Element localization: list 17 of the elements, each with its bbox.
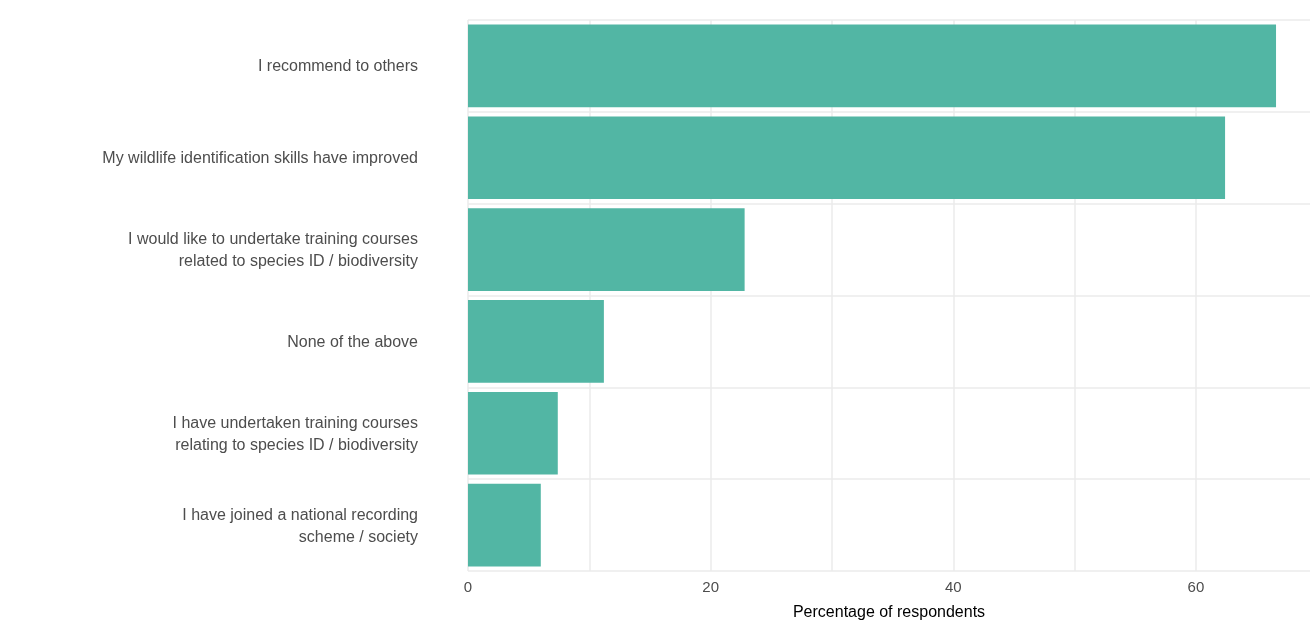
bar <box>468 391 558 475</box>
x-tick-label: 40 <box>944 578 962 595</box>
y-tick-label: None of the above <box>287 332 419 350</box>
y-tick-label: I would like to undertake training courses related to species ID / biodiversity <box>128 230 418 270</box>
bar <box>468 24 1277 108</box>
y-tick-label: I recommend to others <box>257 57 418 75</box>
x-tick-label: 0 <box>463 578 473 595</box>
y-tick-label: I have joined a national recording scheme / society <box>182 505 418 545</box>
y-tick-label: I have undertaken training courses relating to species ID / biodiversity <box>172 413 418 453</box>
bar <box>468 208 745 291</box>
x-tick-label: 20 <box>702 578 719 595</box>
bar <box>468 483 541 567</box>
bar <box>468 116 1226 200</box>
x-axis-title: Percentage of respondents <box>792 602 986 620</box>
bar <box>468 300 604 383</box>
y-tick-label: My wildlife identification skills have improved <box>102 149 418 167</box>
x-tick-label: 60 <box>1187 578 1205 595</box>
